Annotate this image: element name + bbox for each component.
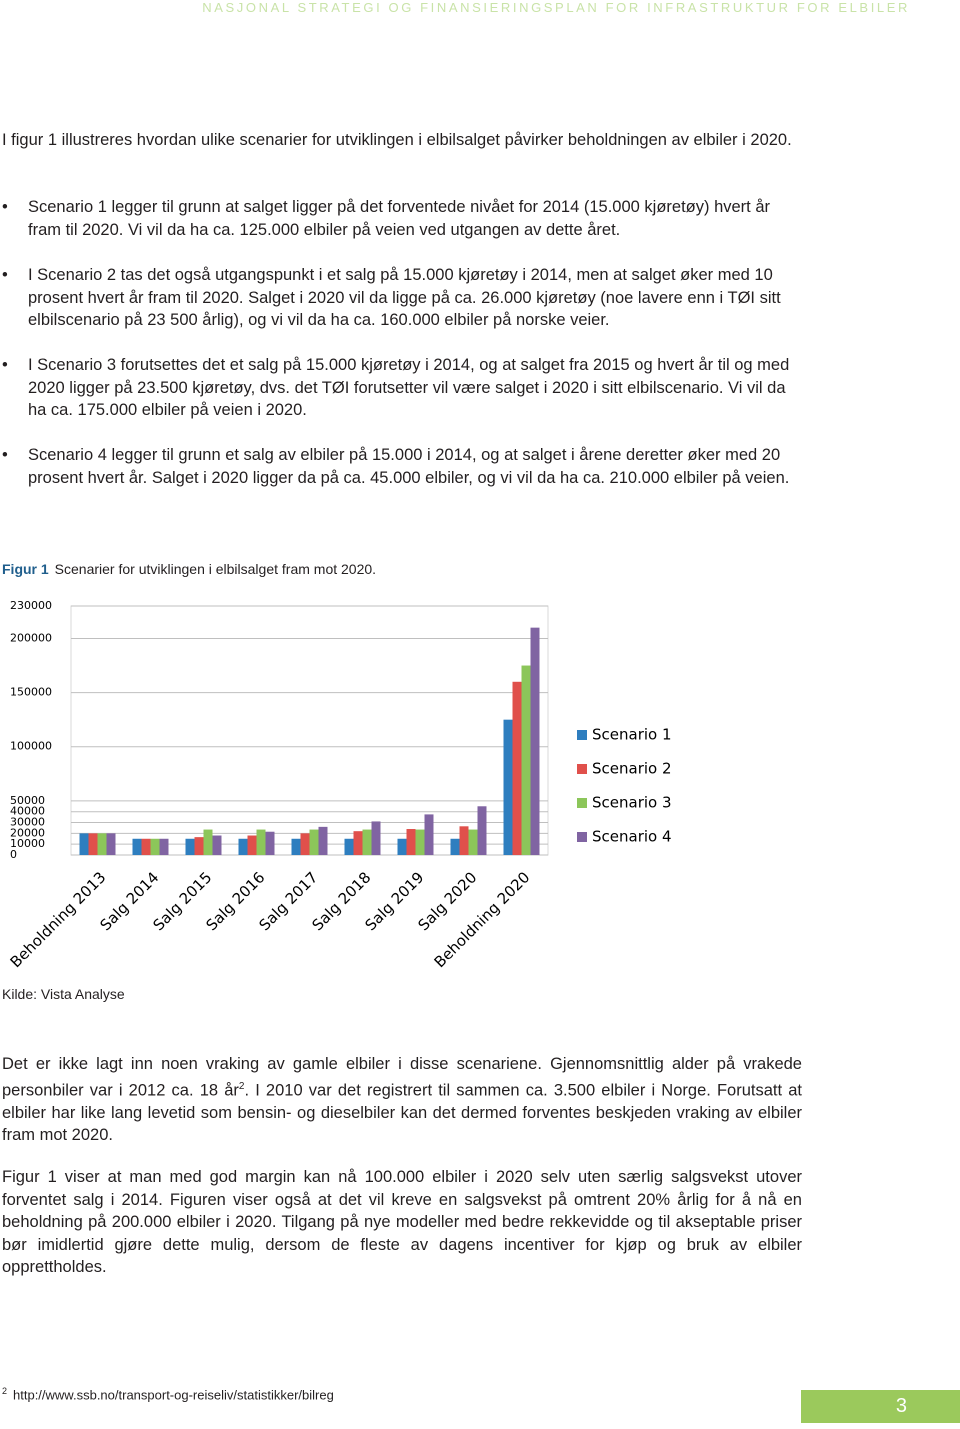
page-number: 3 xyxy=(895,1395,907,1417)
bar xyxy=(371,821,381,855)
footnote-ref: 2 xyxy=(238,1080,245,1092)
bar xyxy=(291,838,301,855)
legend-label: Scenario 1 xyxy=(592,726,672,744)
bar xyxy=(185,838,195,855)
legend-swatch xyxy=(577,764,587,774)
bar xyxy=(159,838,169,855)
bar xyxy=(318,826,328,855)
bar xyxy=(477,806,487,855)
bar xyxy=(344,838,354,855)
x-tick-label: Beholdning 2020 xyxy=(431,868,534,971)
bar xyxy=(353,831,363,855)
bar xyxy=(512,681,522,855)
bullet: I Scenario 3 forutsettes det et salg på … xyxy=(2,354,802,422)
footnote-text: http://www.ssb.no/transport-og-reiseliv/… xyxy=(13,1387,334,1403)
legend-label: Scenario 2 xyxy=(592,760,672,778)
bar xyxy=(247,835,257,855)
bar xyxy=(468,829,478,855)
intro: I figur 1 illustreres hvordan ulike scen… xyxy=(2,131,792,149)
bar xyxy=(88,833,98,855)
bar xyxy=(530,627,540,855)
bar xyxy=(97,833,107,855)
legend-swatch xyxy=(577,798,587,808)
y-tick-label: 150000 xyxy=(10,686,52,699)
y-tick-label: 50000 xyxy=(10,794,45,807)
bar xyxy=(521,665,531,855)
y-tick-label: 40000 xyxy=(10,805,45,818)
legend-label: Scenario 3 xyxy=(592,794,672,812)
bar xyxy=(397,838,407,855)
paragraph: Figur 1 viser at man med god margin kan … xyxy=(2,1168,802,1277)
text: Det er ikke lagt inn noen vraking av gam… xyxy=(2,1055,802,1100)
legend-label: Scenario 4 xyxy=(592,828,672,846)
bar xyxy=(150,838,160,855)
bar xyxy=(415,829,425,855)
y-tick-label: 20000 xyxy=(10,826,45,839)
y-tick-label: 100000 xyxy=(10,740,52,753)
plot-frame xyxy=(70,605,549,856)
text: . I 2010 var det registrert til sammen c… xyxy=(2,1081,802,1145)
legend-swatch xyxy=(577,730,587,740)
bar xyxy=(203,829,213,855)
bar xyxy=(106,833,116,855)
source: Kilde: Vista Analyse xyxy=(2,986,125,1002)
bar xyxy=(79,833,89,855)
y-tick-label: 0 xyxy=(10,848,17,861)
bar xyxy=(256,829,266,855)
paragraph: Det er ikke lagt inn noen vraking av gam… xyxy=(2,1053,802,1147)
y-tick-label: 230000 xyxy=(10,599,52,612)
page-number-box: 3 xyxy=(801,1390,960,1423)
bar xyxy=(238,838,248,855)
bar xyxy=(194,837,204,855)
bar xyxy=(300,833,310,855)
legend-swatch xyxy=(577,832,587,842)
bullet: I Scenario 2 tas det også utgangspunkt i… xyxy=(2,264,802,332)
y-tick-label: 200000 xyxy=(10,631,52,644)
x-tick-label: Beholdning 2013 xyxy=(7,868,110,971)
y-tick-label: 30000 xyxy=(10,816,45,829)
footnote: 2 http://www.ssb.no/transport-og-reiseliv… xyxy=(2,1386,334,1402)
bar xyxy=(309,829,319,855)
bar xyxy=(132,838,142,855)
caption-text: Scenarier for utviklingen i elbilsalget … xyxy=(54,561,377,577)
y-tick-label: 10000 xyxy=(10,837,45,850)
bar xyxy=(459,826,469,855)
bullet: Scenario 4 legger til grunn et salg av e… xyxy=(2,444,802,489)
footnote-marker: 2 xyxy=(2,1386,8,1396)
bar xyxy=(265,831,275,855)
bar xyxy=(212,835,222,855)
figure-caption: Figur 1 Scenarier for utviklingen i elbil… xyxy=(2,561,376,577)
bar xyxy=(141,838,151,855)
running-header: NASJONAL STRATEGI OG FINANSIERINGSPLAN F… xyxy=(202,0,910,15)
bullet: Scenario 1 legger til grunn at salget li… xyxy=(2,196,802,241)
bar xyxy=(503,719,513,855)
bar xyxy=(450,838,460,855)
bar xyxy=(424,814,434,855)
figure-label: Figur 1 xyxy=(2,561,49,577)
bar xyxy=(406,829,416,855)
bar xyxy=(362,829,372,855)
